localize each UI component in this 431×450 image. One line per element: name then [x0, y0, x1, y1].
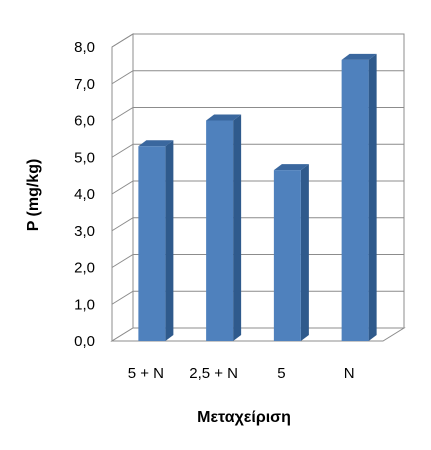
- gridline: [111, 143, 404, 158]
- x-tick-label: 5: [277, 365, 285, 382]
- gridlines: [111, 33, 404, 305]
- bar-front: [206, 120, 234, 341]
- bar: [138, 140, 174, 341]
- bar-side: [165, 140, 174, 341]
- y-tick-label: 2,0: [74, 260, 95, 277]
- x-tick-label: 5 + N: [128, 365, 164, 382]
- gridline: [111, 254, 404, 268]
- y-tick-label: 7,0: [74, 76, 95, 93]
- bar-front: [341, 59, 369, 342]
- bar-side: [368, 53, 377, 342]
- bar: [206, 114, 242, 341]
- bar-top: [138, 140, 174, 147]
- gridline: [111, 290, 404, 305]
- gridline: [111, 33, 404, 48]
- x-axis-ticks: 5 + N 2,5 + N 5 N: [128, 365, 355, 382]
- y-tick-label: 8,0: [74, 39, 95, 56]
- y-tick-label: 6,0: [74, 113, 95, 130]
- bar-series: [138, 53, 377, 342]
- bar-front: [138, 146, 166, 341]
- gridline: [111, 70, 404, 85]
- gridline: [111, 107, 404, 121]
- y-axis-title: P (mg/kg): [25, 159, 42, 232]
- gridline: [111, 217, 404, 232]
- y-axis-ticks: 0,0 1,0 2,0 3,0 4,0 5,0 6,0 7,0 8,0: [74, 39, 95, 350]
- bar-front: [273, 170, 301, 341]
- x-tick-label: 2,5 + N: [189, 365, 238, 382]
- bar-top: [341, 53, 377, 60]
- bar: [341, 53, 377, 342]
- y-tick-label: 0,0: [74, 333, 95, 350]
- y-tick-label: 4,0: [74, 186, 95, 203]
- bar-top: [206, 114, 242, 121]
- y-tick-label: 5,0: [74, 149, 95, 166]
- bar-top: [273, 164, 309, 171]
- x-tick-label: N: [344, 365, 355, 382]
- bar-side: [300, 164, 309, 341]
- x-axis-title: Μεταχείριση: [197, 409, 291, 426]
- gridline: [111, 180, 404, 195]
- y-tick-label: 3,0: [74, 223, 95, 240]
- bar: [273, 164, 309, 341]
- y-tick-label: 1,0: [74, 296, 95, 313]
- bar-side: [233, 114, 242, 341]
